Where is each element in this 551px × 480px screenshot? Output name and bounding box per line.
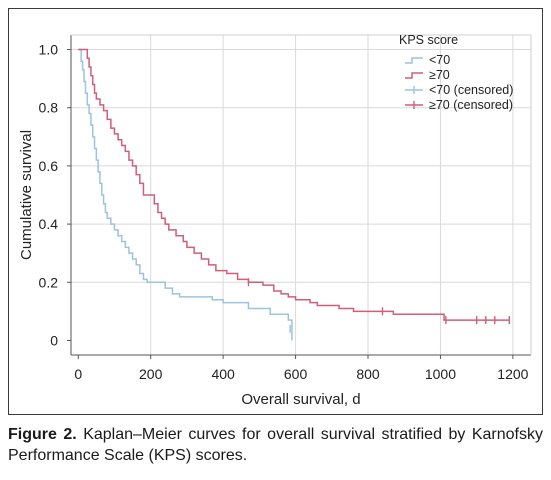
- legend-entry-label: ≥70 (censored): [429, 98, 513, 112]
- y-tick-label: 0.8: [39, 100, 59, 116]
- legend-swatch-line: [405, 57, 423, 64]
- legend: KPS score <70≥70<70 (censored)≥70 (censo…: [399, 33, 513, 112]
- x-axis-title: Overall survival, d: [241, 391, 360, 408]
- legend-swatch-line: [405, 72, 423, 79]
- y-tick-label: 0.4: [39, 216, 59, 232]
- legend-entry-label: <70 (censored): [429, 83, 513, 97]
- x-tick-label: 1000: [425, 366, 456, 382]
- y-tick-label: 1.0: [39, 42, 59, 58]
- y-axis-title: Cumulative survival: [18, 130, 35, 260]
- survival-chart: 0 200 400 600 800 1000 1200 0 0.2 0.4 0.6 0.8 1.0 Ov…: [18, 33, 532, 408]
- series-group: [78, 48, 510, 341]
- grid-lines: [71, 35, 531, 355]
- x-tick-label: 1200: [497, 366, 528, 382]
- y-tick-label: 0.2: [39, 274, 59, 290]
- x-tick-label: 200: [139, 366, 163, 382]
- legend-title: KPS score: [399, 33, 458, 47]
- caption-label: Figure 2.: [8, 426, 77, 443]
- legend-entry-label: ≥70: [429, 68, 450, 82]
- x-tick-label: 400: [211, 366, 235, 382]
- y-tick-label: 0: [50, 332, 58, 348]
- series-line-1: [78, 48, 510, 321]
- legend-entry-label: <70: [429, 53, 450, 67]
- x-tick-label: 0: [74, 366, 82, 382]
- chart-figure: 0 200 400 600 800 1000 1200 0 0.2 0.4 0.6 0.8 1.0 Ov…: [8, 8, 543, 415]
- x-tick-label: 600: [284, 366, 308, 382]
- figure-caption: Figure 2. Kaplan–Meier curves for overal…: [8, 424, 543, 466]
- series-line-0: [78, 48, 293, 341]
- axis-ticks: 0 200 400 600 800 1000 1200 0 0.2 0.4 0.6 0.8 1.0: [39, 42, 529, 382]
- y-tick-label: 0.6: [39, 158, 59, 174]
- x-tick-label: 800: [356, 366, 380, 382]
- legend-entries: <70≥70<70 (censored)≥70 (censored): [405, 53, 513, 112]
- caption-text: Kaplan–Meier curves for overall survival…: [8, 426, 543, 464]
